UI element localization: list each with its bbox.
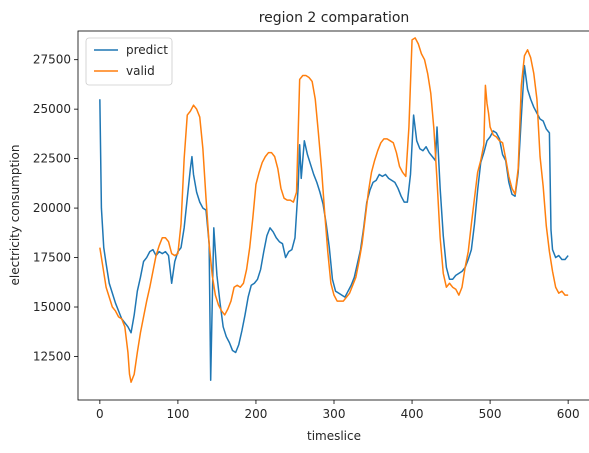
x-tick-label: 600 xyxy=(557,407,580,421)
series-line-valid xyxy=(99,37,569,383)
x-tick-label: 0 xyxy=(96,407,104,421)
legend: predict valid xyxy=(85,37,173,86)
legend-label-valid: valid xyxy=(126,64,155,78)
legend-label-predict: predict xyxy=(126,43,168,57)
y-axis: 12500 15000 17500 20000 22500 25000 27500 xyxy=(33,53,78,363)
x-tick-label: 400 xyxy=(401,407,424,421)
x-tick-label: 200 xyxy=(244,407,267,421)
y-axis-label: electricity consumption xyxy=(8,145,22,286)
y-tick-label: 27500 xyxy=(33,53,71,67)
y-tick-label: 15000 xyxy=(33,300,71,314)
plot-frame xyxy=(77,30,589,401)
y-tick-label: 25000 xyxy=(33,102,71,116)
y-tick-label: 22500 xyxy=(33,152,71,166)
chart-title: region 2 comparation xyxy=(259,10,410,26)
y-tick-label: 20000 xyxy=(33,201,71,215)
y-tick-label: 12500 xyxy=(33,349,71,363)
x-axis: 0 100 200 300 400 500 600 xyxy=(96,400,580,421)
x-axis-label: timeslice xyxy=(307,429,361,443)
y-tick-label: 17500 xyxy=(33,251,71,265)
x-tick-label: 500 xyxy=(479,407,502,421)
series-layer xyxy=(99,37,569,383)
x-tick-label: 300 xyxy=(323,407,346,421)
x-tick-label: 100 xyxy=(166,407,189,421)
series-line-predict xyxy=(99,64,569,381)
